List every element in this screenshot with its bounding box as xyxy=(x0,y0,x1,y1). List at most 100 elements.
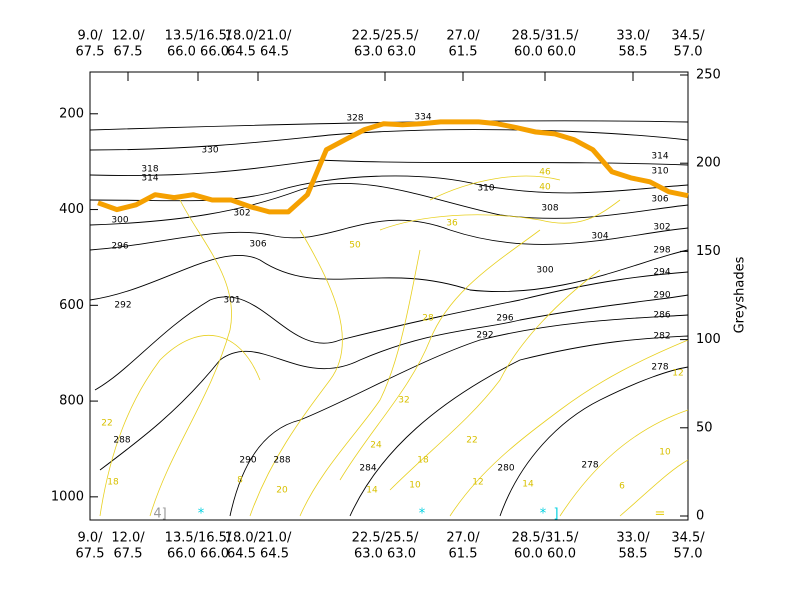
y-tick-label: 400 xyxy=(59,202,84,217)
isentrope-label: 300 xyxy=(536,266,553,276)
x-label-top-top: 27.0/ xyxy=(446,29,480,44)
y-tick-label: 600 xyxy=(59,298,84,313)
x-label-top-bottom: 58.5 xyxy=(619,45,648,60)
y2-tick-label: 250 xyxy=(696,68,721,83)
wind-label: 50 xyxy=(349,241,361,251)
y2-tick-label: 200 xyxy=(696,156,721,171)
wind-label: 10 xyxy=(659,448,671,458)
marker: ] xyxy=(553,507,558,522)
marker: * xyxy=(419,507,426,522)
y2-axis-label: Greyshades xyxy=(733,256,748,333)
wind-label: 14 xyxy=(522,480,534,490)
wind-label: 36 xyxy=(446,219,458,229)
wind-label: 32 xyxy=(398,396,409,406)
isentrope-label: 288 xyxy=(113,436,130,446)
x-label-bottom-top: 28.5/31.5/ xyxy=(512,531,579,546)
y2-tick-label: 100 xyxy=(696,332,721,347)
wind-label: 40 xyxy=(539,183,551,193)
isentrope-label: 288 xyxy=(273,456,290,466)
x-label-bottom-top: 34.5/ xyxy=(671,531,705,546)
x-label-top-bottom: 67.5 xyxy=(114,45,143,60)
isentrope-label: 334 xyxy=(414,113,431,123)
x-label-bottom-bottom: 66.0 66.0 xyxy=(167,547,229,562)
x-label-bottom-bottom: 67.5 xyxy=(76,547,105,562)
marker: * xyxy=(540,507,547,522)
y2-tick-label: 150 xyxy=(696,244,721,259)
wind-label: 14 xyxy=(366,486,378,496)
x-label-bottom-bottom: 67.5 xyxy=(114,547,143,562)
wind-label: 12 xyxy=(472,478,483,488)
isentrope-label: 280 xyxy=(497,464,514,474)
marker: 4] xyxy=(153,507,166,522)
isentrope-label: 292 xyxy=(114,301,131,311)
isentrope-label: 314 xyxy=(141,174,158,184)
wind-label: 46 xyxy=(539,168,551,178)
isentrope-label: 318 xyxy=(141,165,158,175)
wind-label: 22 xyxy=(466,436,477,446)
x-label-top-top: 22.5/25.5/ xyxy=(352,29,419,44)
wind-label: 24 xyxy=(370,441,382,451)
tropopause-line xyxy=(97,119,689,215)
y-tick-label: 1000 xyxy=(51,489,84,504)
isentrope-label: 308 xyxy=(541,204,558,214)
isentrope-label: 294 xyxy=(653,268,670,278)
x-label-top-bottom: 64.5 64.5 xyxy=(227,45,289,60)
x-label-bottom-top: 18.0/21.0/ xyxy=(225,531,292,546)
x-label-bottom-bottom: 58.5 xyxy=(619,547,648,562)
x-label-bottom-bottom: 63.0 63.0 xyxy=(354,547,416,562)
y2-tick-label: 50 xyxy=(696,420,713,435)
wind-label: 10 xyxy=(409,481,421,491)
isentrope-label: 310 xyxy=(651,167,668,177)
x-label-bottom-bottom: 61.5 xyxy=(449,547,478,562)
x-label-bottom-top: 27.0/ xyxy=(446,531,480,546)
wind-label: 12 xyxy=(672,369,683,379)
isentrope-label: 302 xyxy=(653,223,670,233)
x-label-top-bottom: 61.5 xyxy=(449,45,478,60)
x-label-bottom-top: 12.0/ xyxy=(111,531,145,546)
x-label-bottom-top: 13.5/16.5/ xyxy=(165,531,232,546)
x-label-top-bottom: 66.0 66.0 xyxy=(167,45,229,60)
x-label-top-top: 13.5/16.5/ xyxy=(165,29,232,44)
x-label-bottom-bottom: 64.5 64.5 xyxy=(227,547,289,562)
wind-label: 22 xyxy=(101,419,112,429)
x-label-top-bottom: 67.5 xyxy=(76,45,105,60)
y-tick-label: 800 xyxy=(59,394,84,409)
isentrope-label: 298 xyxy=(653,246,670,256)
marker: = xyxy=(655,507,666,522)
x-label-top-bottom: 60.0 60.0 xyxy=(514,45,576,60)
plot-frame xyxy=(89,71,689,521)
isentrope-label: 282 xyxy=(653,332,670,342)
isentrope-label: 292 xyxy=(476,331,493,341)
x-label-top-top: 28.5/31.5/ xyxy=(512,29,579,44)
isentrope-label: 278 xyxy=(581,461,598,471)
wind-label: 28 xyxy=(422,314,434,324)
isentrope-label: 290 xyxy=(653,291,670,301)
y-tick-label: 200 xyxy=(59,106,84,121)
x-label-top-top: 12.0/ xyxy=(111,29,145,44)
y2-tick-label: 0 xyxy=(696,509,704,524)
isentrope-label: 304 xyxy=(591,232,608,242)
marker: * xyxy=(198,507,205,522)
x-label-bottom-top: 9.0/ xyxy=(77,531,103,546)
x-label-bottom-bottom: 57.0 xyxy=(674,547,703,562)
wind-label: 18 xyxy=(417,456,429,466)
wind-contours xyxy=(99,175,689,517)
wind-label: 8 xyxy=(237,476,243,486)
isentrope-label: 296 xyxy=(496,314,513,324)
isentrope-label: 286 xyxy=(653,311,670,321)
isentrope-label: 278 xyxy=(651,363,668,373)
wind-label: 18 xyxy=(107,478,119,488)
isentrope-label: 306 xyxy=(249,240,266,250)
isentrope-label: 301 xyxy=(223,296,240,306)
x-label-top-bottom: 63.0 63.0 xyxy=(354,45,416,60)
isentrope-label: 328 xyxy=(346,114,363,124)
x-label-top-bottom: 57.0 xyxy=(674,45,703,60)
isentrope-label: 300 xyxy=(111,216,128,226)
isentrope-label: 306 xyxy=(651,195,668,205)
isentrope-label: 290 xyxy=(239,456,256,466)
isentrope-label: 310 xyxy=(477,184,494,194)
isentrope-label: 302 xyxy=(233,209,250,219)
x-label-top-top: 18.0/21.0/ xyxy=(225,29,292,44)
